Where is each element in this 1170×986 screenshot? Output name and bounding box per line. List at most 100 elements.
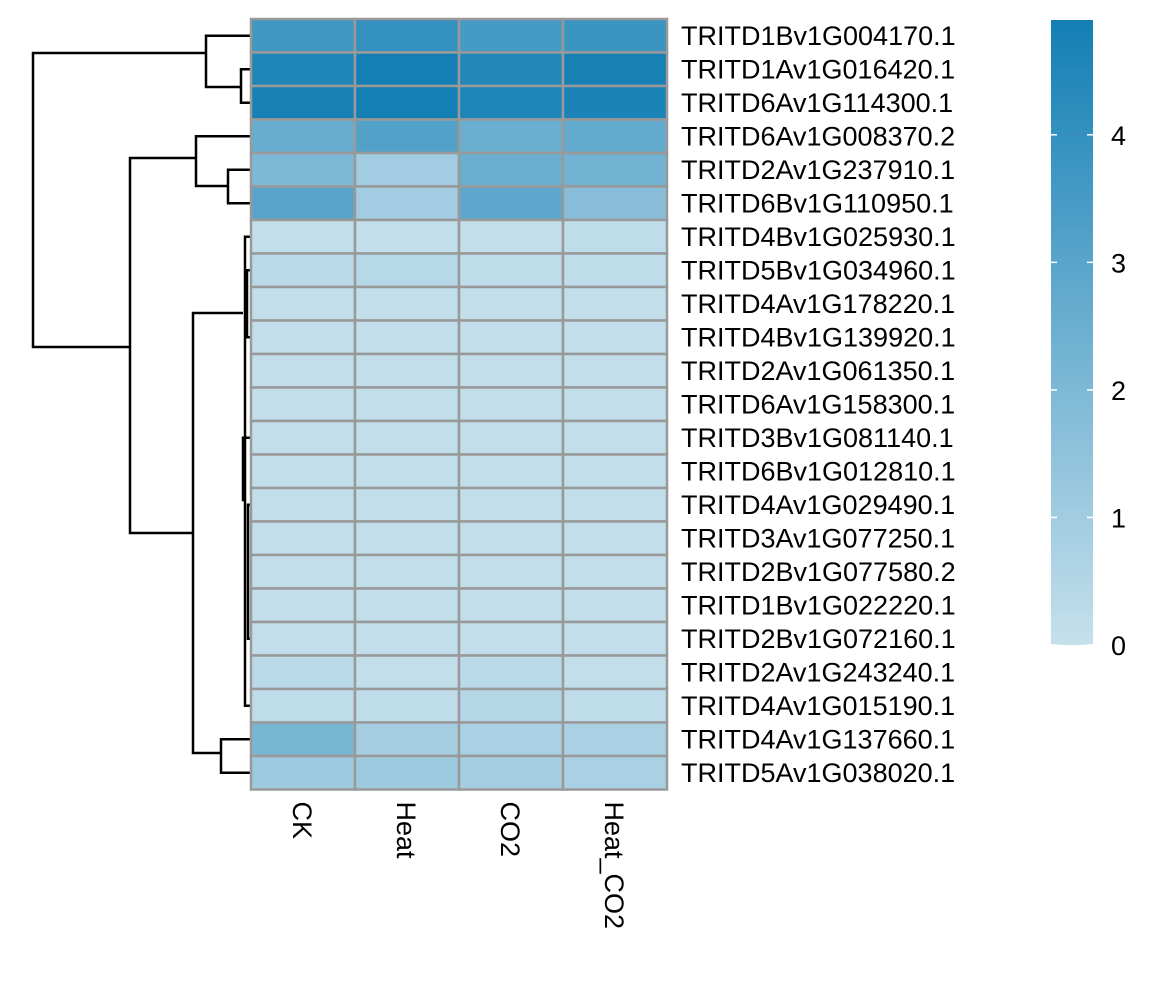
heatmap-cell (249, 252, 357, 289)
row-label: TRITD6Av1G008370.2 (681, 121, 955, 151)
heatmap-cell (561, 118, 669, 155)
heatmap-cell (353, 419, 461, 456)
heatmap-cell (249, 553, 357, 590)
legend-tick-label: 3 (1111, 248, 1126, 278)
row-label: TRITD4Av1G178220.1 (681, 289, 955, 319)
row-label: TRITD3Bv1G081140.1 (681, 423, 954, 453)
heatmap-cell (353, 654, 461, 691)
row-label: TRITD6Bv1G012810.1 (681, 456, 956, 486)
heatmap-cell (561, 721, 669, 758)
dendrogram-branch (243, 235, 251, 707)
color-legend: 0 1 2 3 4 (1051, 20, 1126, 661)
heatmap-cell (353, 185, 461, 222)
dendrogram-branch (219, 738, 251, 774)
heatmap-cell (457, 754, 565, 791)
column-label: Heat (391, 802, 421, 860)
heatmap-cell (353, 486, 461, 523)
heatmap-cell (561, 84, 669, 121)
row-label: TRITD4Av1G015190.1 (681, 691, 955, 721)
column-label: Heat_CO2 (599, 802, 629, 930)
heatmap-cell (353, 51, 461, 88)
row-label: TRITD6Av1G114300.1 (681, 88, 953, 118)
heatmap-cell (457, 118, 565, 155)
dendrogram-branch (245, 269, 251, 339)
heatmap-cell (249, 654, 357, 691)
heatmap-cell (353, 252, 461, 289)
heatmap-cell (561, 754, 669, 791)
heatmap-cell (249, 754, 357, 791)
heatmap-cell (561, 51, 669, 88)
heatmap-cell (457, 151, 565, 188)
row-label: TRITD2Av1G061350.1 (681, 356, 955, 386)
heatmap-cell (353, 218, 461, 255)
heatmap-cell (457, 587, 565, 624)
row-label: TRITD5Bv1G034960.1 (681, 255, 956, 285)
heatmap-cell (561, 620, 669, 657)
heatmap-cell (353, 352, 461, 389)
heatmap-cell (457, 285, 565, 322)
heatmap-cell (353, 587, 461, 624)
heatmap-cell (249, 118, 357, 155)
heatmap-cell (457, 687, 565, 724)
heatmap-cell (353, 520, 461, 557)
column-label: CK (287, 802, 317, 840)
legend-tick-label: 1 (1111, 503, 1126, 533)
heatmap-cell (249, 419, 357, 456)
heatmap-cell (457, 84, 565, 121)
heatmap-cell (249, 185, 357, 222)
heatmap-cell (249, 218, 357, 255)
dendrogram-branch (239, 68, 251, 104)
heatmap-cell (249, 721, 357, 758)
heatmap-cell (353, 453, 461, 490)
heatmap-cell (249, 520, 357, 557)
heatmap-cell (353, 319, 461, 356)
dendrogram-branch (241, 436, 251, 502)
heatmap-cell (249, 352, 357, 389)
heatmap-cell (561, 687, 669, 724)
row-label: TRITD4Bv1G025930.1 (681, 222, 956, 252)
heatmap-cell (353, 553, 461, 590)
row-label: TRITD6Bv1G110950.1 (681, 188, 954, 218)
heatmap-cell (561, 319, 669, 356)
heatmap-cell (457, 620, 565, 657)
row-dendrogram (31, 34, 251, 774)
heatmap-cell (457, 553, 565, 590)
row-label: TRITD6Av1G158300.1 (681, 389, 955, 419)
row-label: TRITD4Av1G137660.1 (681, 724, 955, 754)
dendrogram-branch (191, 311, 243, 755)
column-label: CO2 (495, 802, 525, 858)
dendrogram-branch (226, 168, 251, 205)
heatmap-cell (353, 721, 461, 758)
dendrogram-branch (128, 156, 196, 535)
heatmap-cell (249, 386, 357, 423)
heatmap-cell (249, 17, 357, 54)
heatmap-cells (249, 17, 669, 791)
row-label: TRITD2Bv1G072160.1 (681, 624, 956, 654)
heatmap-cell (249, 587, 357, 624)
heatmap-cell (457, 654, 565, 691)
heatmap-cell (249, 285, 357, 322)
row-label: TRITD2Av1G243240.1 (681, 657, 955, 687)
heatmap-cell (457, 51, 565, 88)
heatmap-cell (353, 84, 461, 121)
heatmap-cell (249, 620, 357, 657)
heatmap-cell (561, 587, 669, 624)
heatmap-cell (561, 553, 669, 590)
legend-tick-label: 4 (1111, 121, 1126, 151)
heatmap-cell (561, 386, 669, 423)
row-label: TRITD4Bv1G139920.1 (681, 322, 956, 352)
heatmap-cell (561, 654, 669, 691)
row-label: TRITD1Bv1G022220.1 (681, 590, 956, 620)
heatmap-cell (561, 520, 669, 557)
color-legend-bar (1051, 20, 1093, 645)
heatmap-cell (561, 453, 669, 490)
column-labels: CK Heat CO2 Heat_CO2 (287, 802, 629, 930)
heatmap-cell (249, 687, 357, 724)
row-label: TRITD2Bv1G077580.2 (681, 557, 956, 587)
heatmap-cell (353, 151, 461, 188)
heatmap-cell (353, 285, 461, 322)
heatmap-cell (249, 51, 357, 88)
heatmap-cell (457, 17, 565, 54)
heatmap-cell (457, 185, 565, 222)
